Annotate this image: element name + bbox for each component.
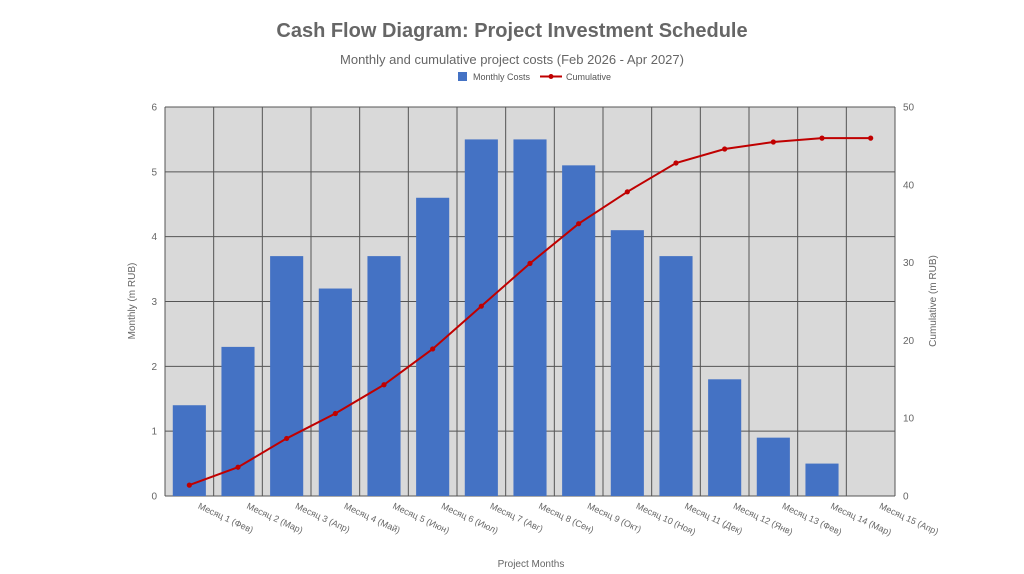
legend-marker-cumulative xyxy=(548,74,554,79)
cumulative-point-6 xyxy=(430,346,436,352)
legend-swatch-monthly xyxy=(458,72,467,81)
y2-tick-label: 10 xyxy=(903,414,915,425)
y2-tick-label: 40 xyxy=(903,180,915,191)
x-axis-title: Project Months xyxy=(498,559,565,570)
bar-monthly-10 xyxy=(610,230,644,496)
y-tick-label: 0 xyxy=(151,492,157,503)
cumulative-point-5 xyxy=(381,382,387,388)
chart-legend: Monthly Costs Cumulative xyxy=(458,72,611,82)
cumulative-point-3 xyxy=(284,435,290,442)
y-axis-title: Monthly (m RUB) xyxy=(127,263,138,340)
chart-subtitle: Monthly and cumulative project costs (Fe… xyxy=(340,52,684,67)
y-tick-label: 5 xyxy=(151,167,157,178)
cumulative-line xyxy=(186,135,874,488)
y2-tick-label: 0 xyxy=(903,492,909,503)
cumulative-point-11 xyxy=(673,160,679,166)
x-tick-label: Месяц 9 (Окт) xyxy=(586,501,643,535)
cumulative-point-2 xyxy=(235,464,241,470)
cumulative-point-10 xyxy=(624,189,630,195)
bar-monthly-3 xyxy=(270,256,304,496)
y2-tick-label: 20 xyxy=(903,336,915,347)
bar-monthly-1 xyxy=(172,405,206,496)
y-tick-label: 2 xyxy=(151,362,157,373)
cumulative-point-9 xyxy=(576,221,582,227)
monthly-bars xyxy=(172,139,839,496)
cumulative-point-8 xyxy=(527,260,533,266)
y2-axis-title: Cumulative (m RUB) xyxy=(928,255,939,347)
legend-label-monthly: Monthly Costs xyxy=(473,72,531,82)
y-tick-label: 6 xyxy=(151,103,157,114)
legend-label-cumulative: Cumulative xyxy=(566,72,611,82)
chart-title: Cash Flow Diagram: Project Investment Sc… xyxy=(276,20,747,42)
bar-monthly-4 xyxy=(318,288,352,496)
cumulative-point-12 xyxy=(722,146,728,152)
cumulative-point-15 xyxy=(868,135,874,141)
cumulative-point-14 xyxy=(819,135,825,141)
bar-monthly-8 xyxy=(513,139,547,496)
y2-tick-label: 30 xyxy=(903,258,915,269)
x-axis-ticks: Месяц 1 (Фев)Месяц 2 (Мар)Месяц 3 (Апр)М… xyxy=(196,501,940,538)
bar-monthly-14 xyxy=(805,463,839,496)
bar-monthly-11 xyxy=(659,256,693,496)
bar-monthly-2 xyxy=(221,346,255,496)
bar-monthly-7 xyxy=(464,139,498,496)
bar-monthly-13 xyxy=(756,437,790,496)
bar-monthly-12 xyxy=(708,379,742,496)
y2-tick-label: 50 xyxy=(903,103,915,114)
y-tick-label: 1 xyxy=(151,427,157,438)
cumulative-point-4 xyxy=(332,410,338,417)
left-axis-ticks: 0 1 2 3 4 5 6 xyxy=(151,103,157,503)
right-axis-ticks: 0 10 20 30 40 50 xyxy=(903,103,915,503)
cumulative-point-1 xyxy=(186,482,192,488)
bar-monthly-9 xyxy=(562,165,596,496)
y-tick-label: 4 xyxy=(151,232,157,243)
cumulative-point-7 xyxy=(478,303,484,309)
y-tick-label: 3 xyxy=(151,297,157,308)
cumulative-point-13 xyxy=(770,139,776,145)
